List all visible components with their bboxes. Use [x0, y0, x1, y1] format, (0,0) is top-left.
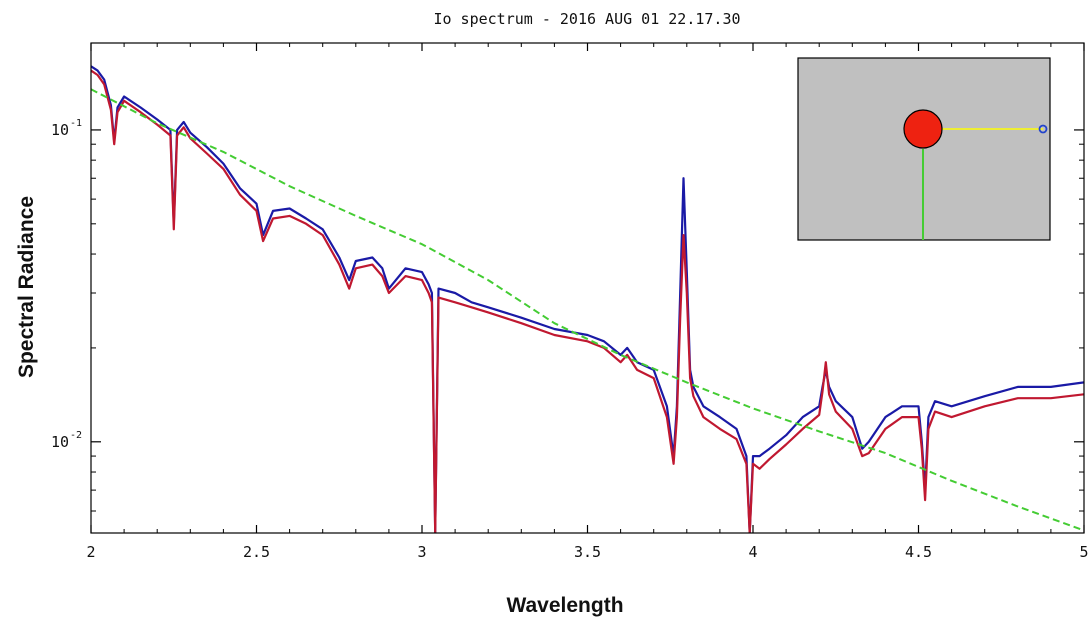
- x-tick-label: 2: [86, 543, 95, 561]
- inset-view: [797, 57, 1051, 241]
- y-tick-label: 10: [51, 121, 69, 139]
- x-axis-label: Wavelength: [506, 594, 623, 617]
- series-line-3: [91, 88, 1084, 532]
- x-tick-label: 3.5: [574, 543, 601, 561]
- y-tick-label: 10: [51, 433, 69, 451]
- x-tick-label: 4: [748, 543, 757, 561]
- series-line-2: [91, 69, 1084, 533]
- plot-content: [91, 65, 1084, 533]
- y-tick-exponent: -1: [70, 118, 82, 129]
- y-axis-ticks: 10-210-1: [51, 118, 1084, 512]
- series-line-1: [91, 65, 1084, 533]
- chart-title: Io spectrum - 2016 AUG 01 22.17.30: [433, 10, 740, 28]
- y-axis-label: Spectral Radiance: [15, 196, 38, 378]
- x-axis-ticks: 2 2.5 3 3.5 4 4.5 5: [86, 43, 1089, 561]
- target-marker-icon: [1038, 124, 1048, 134]
- y-tick-exponent: -2: [70, 430, 82, 441]
- x-tick-label: 5: [1079, 543, 1088, 561]
- x-tick-label: 4.5: [905, 543, 932, 561]
- planet-disk: [903, 109, 943, 149]
- x-tick-label: 2.5: [243, 543, 270, 561]
- x-tick-label: 3: [417, 543, 426, 561]
